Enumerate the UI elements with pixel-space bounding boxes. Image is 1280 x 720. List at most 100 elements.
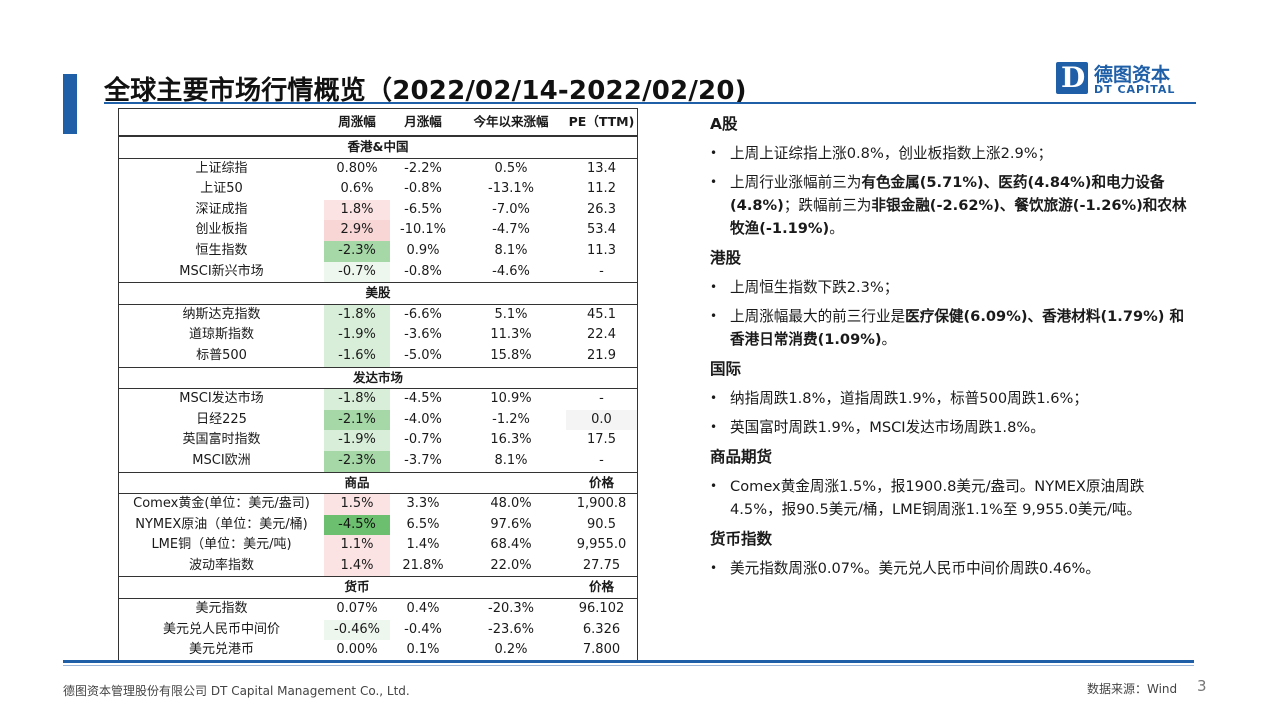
table-row: 日经225 -2.1% -4.0% -1.2% 0.0 (119, 409, 637, 431)
section-spacer (456, 473, 566, 494)
table-cell: 11.3 (587, 242, 616, 258)
table-cell: 15.8% (490, 347, 532, 363)
table-row: Comex黄金(单位：美元/盎司) 1.5% 3.3% 48.0% 1,900.8 (119, 494, 637, 515)
table-cell: 8.1% (494, 452, 528, 468)
section-label: 货币 (344, 579, 370, 595)
section-price-label: 价格 (588, 474, 614, 490)
bullet-text: 上周涨幅最大的前三行业是 (730, 308, 906, 325)
table-cell: 21.8% (402, 557, 444, 573)
row-label: 深证成指 (195, 201, 248, 217)
table-cell: 11.3% (490, 327, 532, 343)
section-spacer (390, 577, 456, 598)
row-label: MSCI发达市场 (179, 391, 264, 407)
header-cell: 周涨幅 (338, 114, 376, 129)
table-cell: -4.5% (404, 391, 442, 407)
row-label: MSCI欧洲 (192, 452, 251, 468)
table-cell: -7.0% (492, 201, 530, 217)
row-label: 道琼斯指数 (188, 327, 254, 343)
table-cell: 1.8% (324, 199, 390, 221)
table-cell: 0.6% (340, 181, 374, 197)
row-label: 美元兑港币 (188, 642, 254, 658)
table-cell: 0.00% (336, 642, 378, 658)
table-cell: 6.326 (582, 621, 621, 637)
row-label: 恒生指数 (195, 242, 248, 258)
row-label: 日经225 (196, 411, 247, 427)
table-cell: -6.5% (404, 201, 442, 217)
section-label: 发达市场 (352, 369, 403, 385)
bullet-bold-text: 医疗保健(6.09%)、香港材料(1.79%) 和香港日常消费(1.09%) (730, 308, 1185, 348)
table-cell: -0.7% (324, 261, 390, 283)
table-cell: -10.1% (400, 222, 446, 238)
row-label: NYMEX原油（单位：美元/桶) (135, 516, 308, 532)
table-cell: -0.8% (404, 263, 442, 279)
bullet-text: 。 (829, 220, 844, 237)
row-label: 标普500 (196, 347, 247, 363)
table-cell: 13.4 (587, 160, 616, 176)
table-cell: -1.8% (324, 389, 390, 410)
header-cell: 月涨幅 (404, 114, 442, 129)
table-cell: -1.9% (324, 325, 390, 346)
table-row: MSCI欧洲 -2.3% -3.7% 8.1% - (119, 450, 637, 472)
table-cell: 0.2% (494, 642, 528, 658)
bullet-text: 英国富时周跌1.9%，MSCI发达市场周跌1.8%。 (730, 419, 1045, 436)
table-row: 英国富时指数 -1.9% -0.7% 16.3% 17.5 (119, 430, 637, 451)
bullet-item: Comex黄金周涨1.5%，报1900.8美元/盎司。NYMEX原油周跌4.5%… (710, 475, 1190, 521)
section-row: 商品 价格 (119, 471, 637, 495)
table-cell: 1.4% (324, 555, 390, 577)
row-label: 上证综指 (195, 160, 248, 176)
table-row: 恒生指数 -2.3% 0.9% 8.1% 11.3 (119, 240, 637, 262)
logo-mark-icon: D (1056, 61, 1088, 94)
bullet-item: 上周恒生指数下跌2.3%； (710, 276, 1190, 299)
table-cell: -0.7% (404, 432, 442, 448)
table-row: 道琼斯指数 -1.9% -3.6% 11.3% 22.4 (119, 325, 637, 346)
bullet-text: 上周上证综指上涨0.8%，创业板指数上涨2.9%； (730, 145, 1053, 162)
table-cell: - (599, 391, 604, 407)
bullet-bold-text: 非银金融(-2.62%)、餐饮旅游(-1.26%)和农林牧渔(-1.19%) (730, 197, 1187, 237)
row-label: 美元兑人民币中间价 (162, 621, 280, 637)
commentary-panel: A股 上周上证综指上涨0.8%，创业板指数上涨2.9%； 上周行业涨幅前三为有色… (710, 110, 1190, 586)
bullet-item: 上周行业涨幅前三为有色金属(5.71%)、医药(4.84%)和电力设备(4.8%… (710, 171, 1190, 240)
row-label: 美元指数 (195, 601, 248, 617)
logo-english-name: DT CAPITAL (1094, 83, 1176, 96)
table-cell: 0.80% (336, 160, 378, 176)
logo-mark-letter: D (1061, 61, 1086, 94)
table-cell: 0.9% (406, 242, 440, 258)
table-row: 美元兑港币 0.00% 0.1% 0.2% 7.800 (119, 640, 637, 661)
table-cell: 96.102 (578, 601, 625, 617)
row-label: 波动率指数 (188, 557, 254, 573)
section-heading-intl: 国际 (710, 360, 742, 378)
table-cell: 5.1% (494, 306, 528, 322)
table-cell: 1.4% (406, 537, 440, 553)
table-cell: 3.3% (406, 496, 440, 512)
bullet-item: 美元指数周涨0.07%。美元兑人民币中间价周跌0.46%。 (710, 557, 1190, 580)
table-row: NYMEX原油（单位：美元/桶) -4.5% 6.5% 97.6% 90.5 (119, 514, 637, 536)
section-row: 美股 (119, 282, 637, 305)
table-row: MSCI发达市场 -1.8% -4.5% 10.9% - (119, 389, 637, 410)
section-label: 美股 (365, 285, 391, 301)
title-accent-bar (63, 74, 77, 134)
section-heading-hk: 港股 (710, 249, 742, 267)
section-label: 香港&中国 (347, 139, 409, 154)
table-cell: 8.1% (494, 242, 528, 258)
table-cell: 11.2 (587, 181, 616, 197)
bullet-text: 纳指周跌1.8%，道指周跌1.9%，标普500周跌1.6%； (730, 390, 1088, 407)
company-logo: D 德图资本 DT CAPITAL (1056, 61, 1196, 96)
row-label: 上证50 (200, 181, 243, 197)
table-cell: 21.9 (587, 347, 616, 363)
table-cell: -4.0% (404, 411, 442, 427)
table-row: MSCI新兴市场 -0.7% -0.8% -4.6% - (119, 261, 637, 283)
section-spacer (119, 473, 324, 494)
table-row: LME铜（单位：美元/吨) 1.1% 1.4% 68.4% 9,955.0 (119, 535, 637, 556)
table-row: 美元指数 0.07% 0.4% -20.3% 96.102 (119, 599, 637, 620)
bullet-item: 上周涨幅最大的前三行业是医疗保健(6.09%)、香港材料(1.79%) 和香港日… (710, 305, 1190, 351)
table-cell: 1.1% (324, 535, 390, 556)
bullet-item: 纳指周跌1.8%，道指周跌1.9%，标普500周跌1.6%； (710, 387, 1190, 410)
table-cell: -2.3% (324, 450, 390, 472)
table-cell: -4.6% (492, 263, 530, 279)
table-cell: 0.1% (406, 642, 440, 658)
section-row: 发达市场 (119, 366, 637, 390)
table-cell: 68.4% (490, 537, 532, 553)
logo-chinese-name: 德图资本 (1094, 64, 1171, 86)
table-cell: - (599, 452, 604, 468)
row-label: MSCI新兴市场 (179, 263, 264, 279)
